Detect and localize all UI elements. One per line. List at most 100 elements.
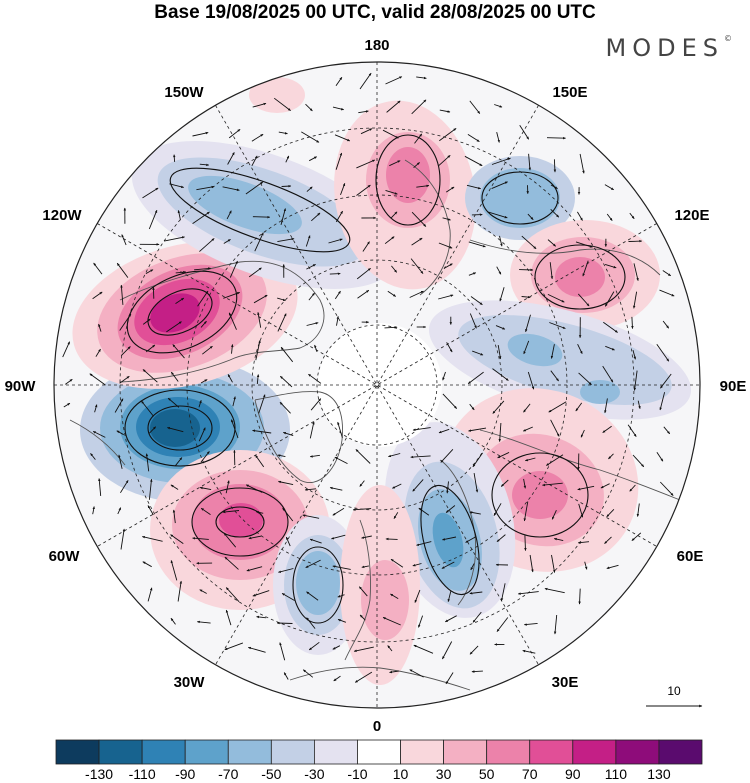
wind-vector: [660, 373, 672, 389]
wind-vector: [147, 505, 154, 516]
colorbar-swatch: [658, 739, 703, 765]
wind-vector: [340, 183, 346, 196]
wind-vector: [465, 536, 477, 543]
wind-vector: [145, 344, 156, 353]
wind-vector: [528, 153, 532, 171]
wind-vector: [251, 155, 258, 167]
wind-vector: [353, 646, 374, 653]
wind-vector: [546, 136, 566, 140]
wind-vector: [278, 480, 294, 486]
wind-vector: [306, 263, 316, 270]
wind-vector: [148, 478, 153, 500]
wind-vector: [418, 507, 430, 516]
wind-vector: [553, 537, 564, 542]
wind-vector: [332, 106, 345, 111]
wind-vector: [199, 163, 210, 167]
wind-vector: [276, 621, 293, 625]
wind-vector: [229, 260, 238, 278]
wind-vector: [314, 344, 318, 352]
wind-vector: [335, 210, 343, 223]
colorbar-swatch: [270, 739, 315, 765]
wind-vector: [439, 128, 457, 142]
colorbar-tick-label: 110: [604, 766, 628, 782]
wind-vector: [549, 262, 554, 280]
wind-vector: [467, 371, 484, 385]
wind-vector: [142, 369, 158, 383]
wind-vector: [468, 272, 477, 276]
wind-vector: [409, 290, 424, 298]
wind-vector: [177, 580, 183, 602]
wind-vector: [121, 234, 127, 246]
wind-vector: [92, 291, 103, 300]
wind-vector: [523, 622, 538, 626]
wind-vector: [577, 293, 590, 307]
circulation-loops: [124, 134, 626, 624]
wind-vector: [279, 642, 286, 661]
wind-vector: [230, 419, 239, 439]
colorbar-tick-label: 90: [565, 766, 581, 782]
wind-vector: [438, 428, 450, 434]
colorbar-swatch: [400, 739, 444, 765]
wind-vector: [446, 342, 453, 353]
wind-vector: [200, 379, 208, 384]
wind-vector: [604, 291, 615, 307]
wind-vector: [416, 541, 432, 546]
wind-vector: [278, 131, 288, 135]
wind-vector: [248, 535, 262, 540]
wind-vector: [382, 616, 401, 626]
wind-vector: [414, 133, 423, 144]
wind-vector: [194, 267, 212, 271]
wind-vector: [495, 325, 506, 330]
wind-vector: [192, 211, 210, 224]
wind-vector: [470, 296, 483, 306]
wind-vector: [527, 371, 535, 390]
wind-vector: [602, 365, 614, 383]
wind-vector: [384, 326, 398, 329]
wind-vector: [438, 154, 451, 166]
wind-vector: [438, 242, 453, 249]
wind-vector: [385, 537, 398, 541]
colorbar-swatch: [141, 739, 186, 765]
wind-vector: [524, 535, 527, 551]
wind-vector: [354, 671, 373, 683]
wind-vector: [337, 594, 345, 598]
wind-vector: [230, 344, 234, 354]
wind-vector: [582, 260, 589, 277]
wind-vector: [304, 488, 317, 491]
colorbar-tick-label: 30: [435, 766, 452, 782]
colorbar-swatch: [227, 739, 272, 765]
wind-vector: [278, 568, 294, 573]
wind-vector: [255, 455, 265, 468]
wind-vector: [147, 587, 153, 602]
lon-label-60w: 60W: [49, 548, 81, 565]
wind-vector: [114, 398, 124, 413]
wind-vector: [98, 478, 102, 496]
wind-vector: [500, 479, 509, 487]
wind-vector: [175, 270, 187, 274]
wind-vector: [306, 617, 316, 629]
wind-vector: [356, 159, 376, 169]
wind-vector: [172, 344, 185, 359]
wind-vector: [336, 315, 339, 326]
colorbar-tick-label: -70: [218, 766, 239, 782]
wind-vector: [332, 507, 345, 516]
wind-vector: [360, 128, 373, 135]
wind-vector: [443, 263, 453, 269]
lon-label-120e: 120E: [674, 207, 709, 224]
wind-vector: [487, 211, 508, 219]
wind-vector: [521, 235, 537, 250]
wind-vector: [334, 456, 348, 465]
colorbar-swatch: [615, 739, 660, 765]
wind-vector: [544, 587, 565, 594]
wind-vector: [637, 400, 641, 410]
wind-vector: [196, 620, 211, 624]
wind-vector: [255, 340, 261, 361]
wind-vector: [575, 402, 583, 412]
wind-vector: [496, 617, 509, 632]
wind-vector: [306, 186, 313, 192]
wind-vector: [445, 505, 456, 513]
wind-vector: [273, 97, 291, 111]
wind-vector: [629, 484, 636, 492]
wind-vector: [491, 181, 508, 190]
wind-vector: [198, 399, 202, 408]
